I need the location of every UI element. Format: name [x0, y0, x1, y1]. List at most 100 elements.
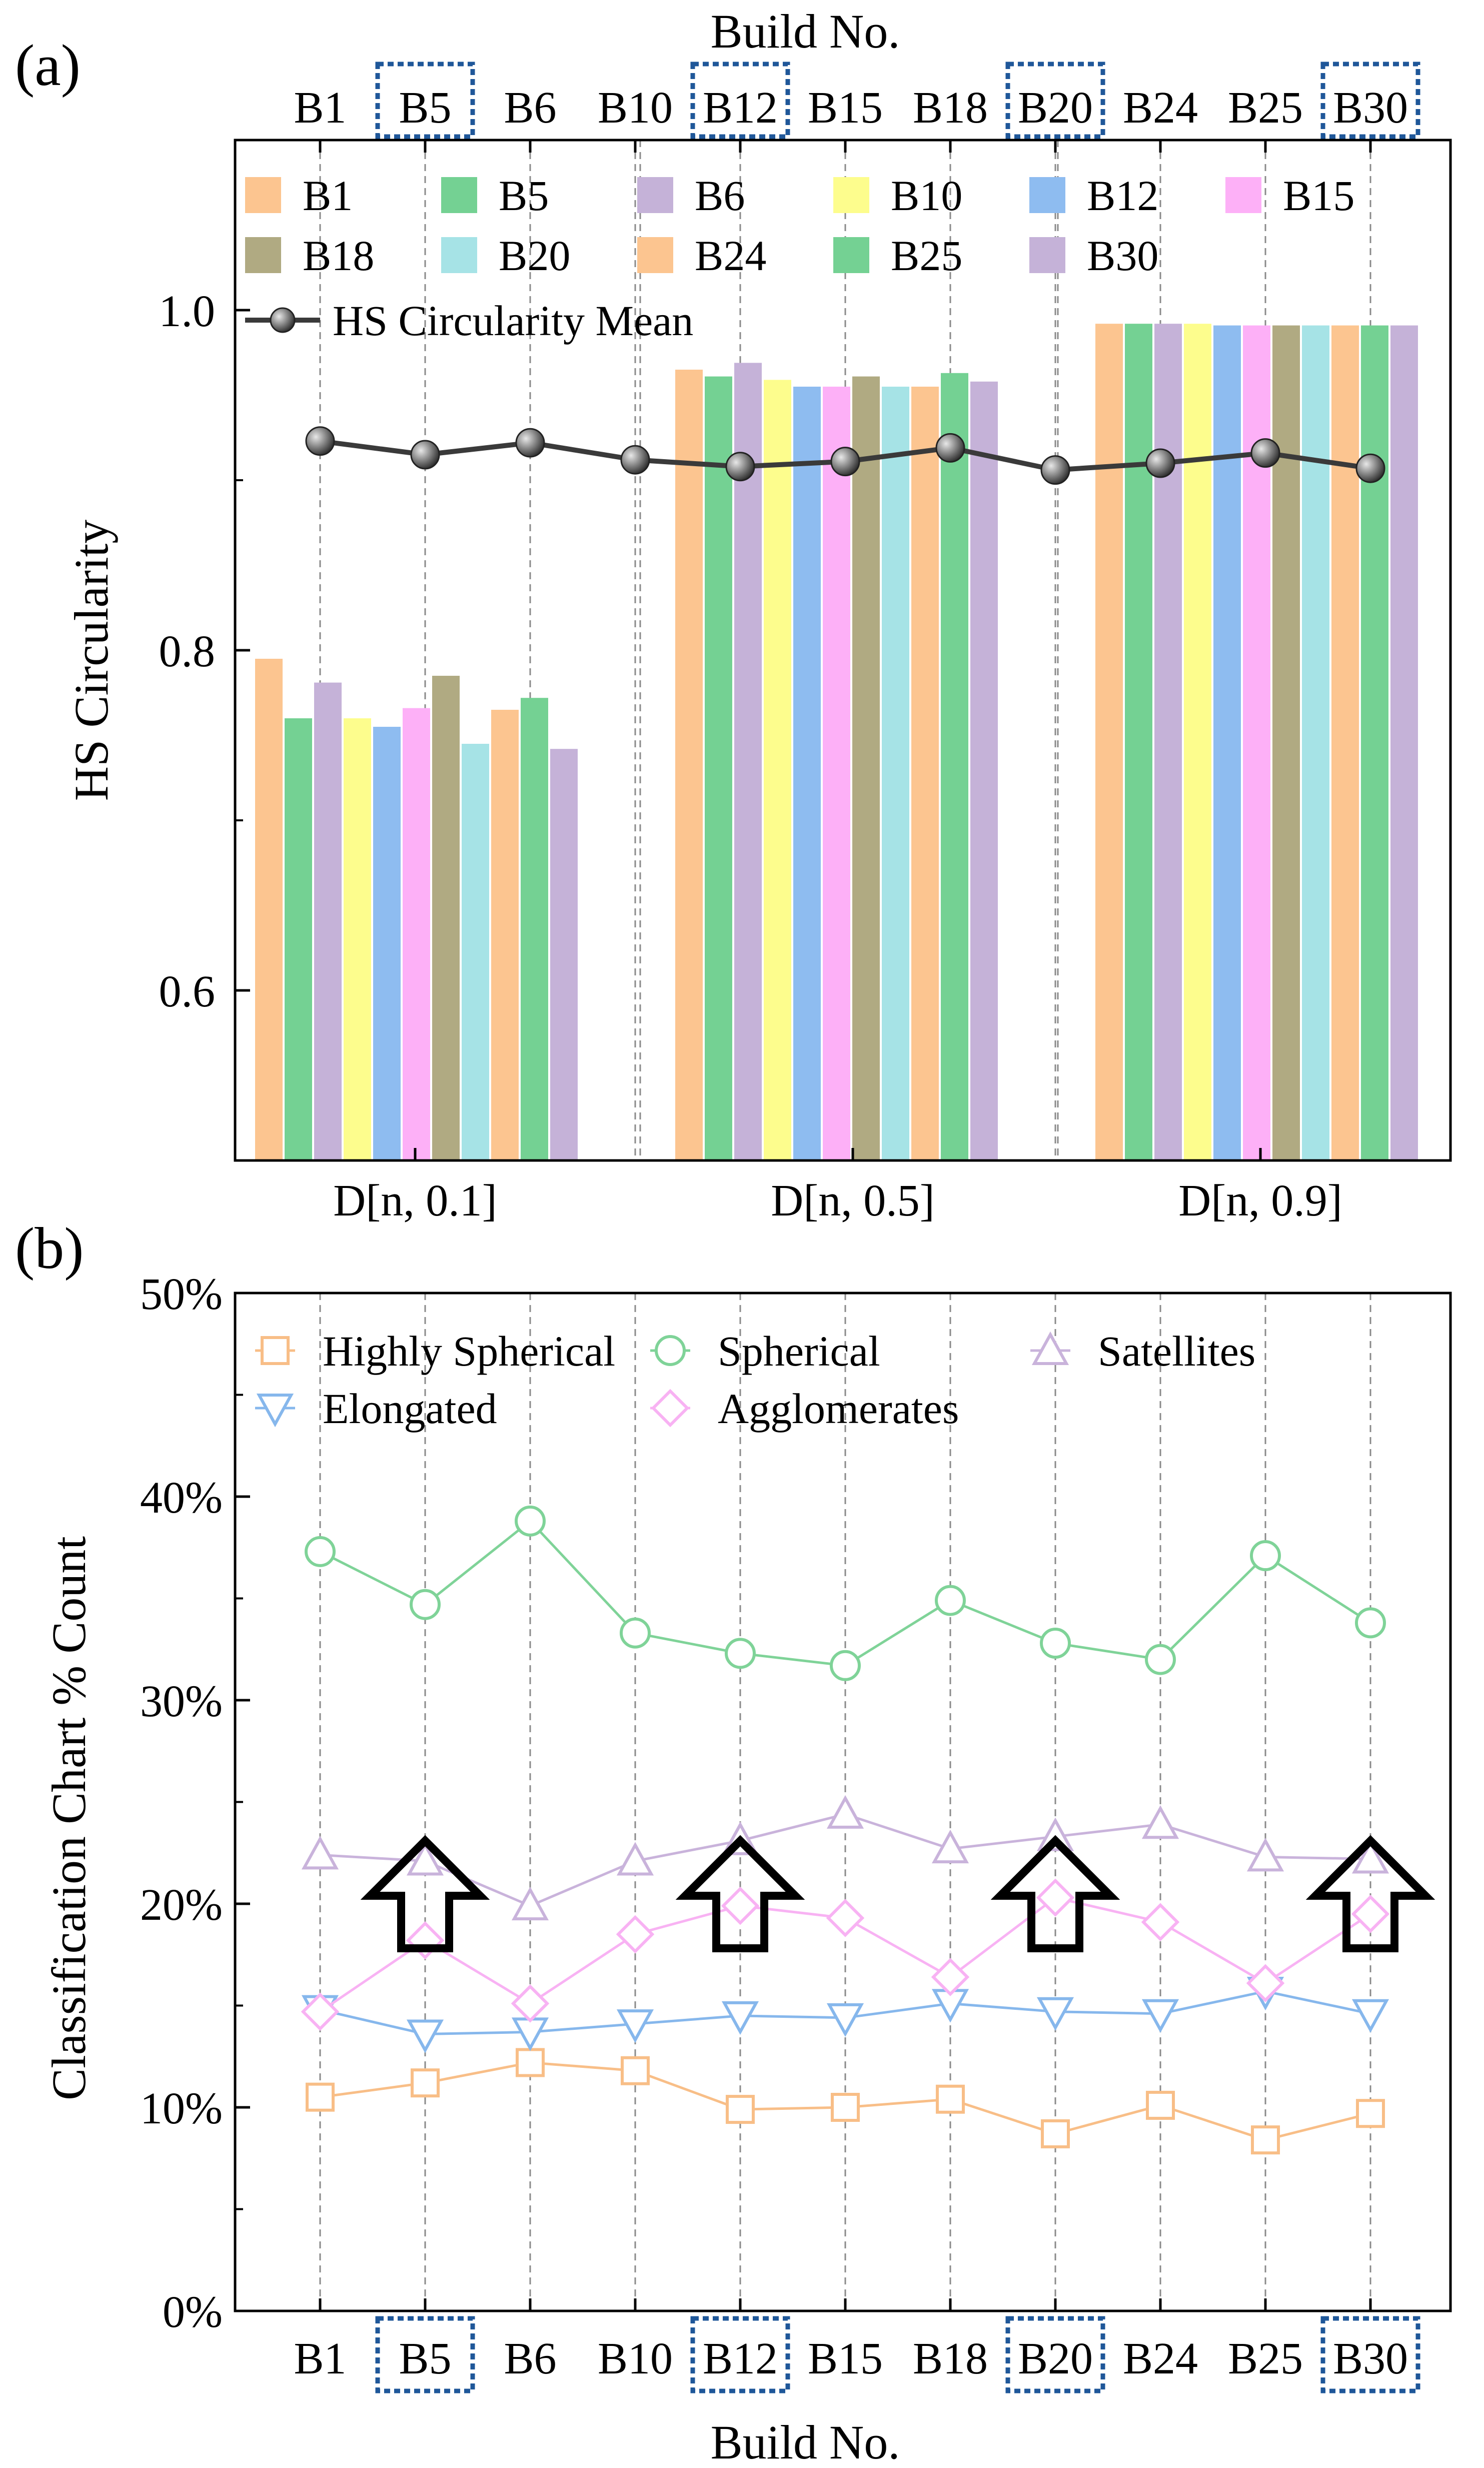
point-satellites-b15	[826, 1795, 864, 1829]
bar-b12-d-n-0-1	[373, 727, 401, 1160]
y-tick-label-40: 40%	[140, 1473, 223, 1523]
bar-b15-d-n-0-1	[403, 708, 430, 1160]
bar-b10-d-n-0-9	[1184, 324, 1211, 1161]
highlight-box-bottom-b5	[375, 2316, 475, 2393]
bar-b5-d-n-0-9	[1125, 324, 1152, 1161]
point-satellites-b24	[1141, 1805, 1179, 1839]
highlight-box-bottom-b12	[690, 2316, 790, 2393]
legend-swatch-b30	[1029, 237, 1065, 273]
point-elongated-b5	[406, 2019, 444, 2053]
panel-b-series	[301, 1505, 1390, 2155]
x-tick-label-b18: B18	[913, 2334, 988, 2383]
panel-b-legend: Highly Spherical Spherical Satellites Elong…	[255, 1327, 1255, 1433]
mean-point-b6	[515, 428, 545, 458]
bar-b1-d-n-0-1	[255, 659, 283, 1160]
top-tick-label-b18: B18	[913, 83, 988, 133]
top-tick-label-b5: B5	[399, 83, 451, 133]
bar-b20-d-n-0-9	[1302, 325, 1329, 1160]
point-agglomerates-b15	[826, 1899, 865, 1937]
panel-b-y-ticks: 0% 10% 20% 30% 40% 50%	[140, 1270, 250, 2337]
legend-swatch-b18	[245, 237, 281, 273]
top-tick-label-b12: B12	[703, 83, 778, 133]
bar-b6-d-n-0-1	[314, 682, 342, 1160]
bar-b24-d-n-0-9	[1331, 325, 1359, 1160]
panel-a-mean-line	[305, 426, 1385, 485]
point-elongated-b24	[1141, 1999, 1179, 2033]
point-satellites-b10	[616, 1842, 654, 1876]
highlight-box-top-b20	[1005, 62, 1105, 139]
legend-label-mean: HS Circularity Mean	[333, 297, 693, 345]
top-tick-label-b20: B20	[1018, 83, 1093, 133]
bar-b30-d-n-0-9	[1390, 325, 1418, 1160]
bar-b30-d-n-0-1	[550, 749, 578, 1160]
mean-point-b12	[725, 452, 755, 482]
point-highly-spherical-b20	[1041, 2119, 1070, 2148]
panel-a-chart: (a) Build No. HS Circularity B1 B5 B6 B10 B1…	[15, 5, 1452, 1225]
mean-point-b15	[830, 447, 860, 477]
y-tick-label-20: 20%	[140, 1880, 223, 1930]
point-spherical-b12	[725, 1638, 756, 1669]
panel-b-gridlines	[319, 1293, 1371, 2311]
bar-b20-d-n-0-5	[882, 387, 909, 1160]
legend-label-b25: B25	[891, 232, 962, 280]
point-elongated-b20	[1036, 1997, 1074, 2031]
bar-b24-d-n-0-5	[911, 387, 939, 1160]
x-tick-label-b24: B24	[1123, 2334, 1198, 2383]
point-agglomerates-b24	[1141, 1903, 1180, 1941]
y-tick-label-50: 50%	[140, 1270, 223, 1319]
panel-a-y-axis-title: HS Circularity	[65, 520, 118, 801]
point-satellites-b18	[931, 1829, 969, 1864]
legend-swatch-b1	[245, 177, 281, 213]
y-tick-label-0-6: 0.6	[159, 967, 216, 1016]
legend-label-b20: B20	[499, 232, 570, 280]
panel-a-y-ticks: 0.6 0.8 1.0	[159, 287, 250, 1161]
up-arrow-b30	[1305, 1835, 1435, 1952]
point-highly-spherical-b10	[621, 2056, 650, 2085]
panel-b-chart: (b) Build No. Classification Chart % Cou…	[15, 1215, 1452, 2468]
bar-b18-d-n-0-9	[1272, 325, 1300, 1160]
highlight-box-bottom-b30	[1320, 2316, 1420, 2393]
bar-b10-d-n-0-5	[764, 380, 791, 1160]
legend-marker-satellites	[1031, 1331, 1069, 1365]
x-tick-label-d-n-0-9: D[n, 0.9]	[1178, 1176, 1342, 1225]
legend-label-spherical: Spherical	[718, 1327, 880, 1375]
y-tick-label-1-0: 1.0	[159, 287, 216, 336]
top-tick-label-b15: B15	[808, 83, 883, 133]
up-arrow-b20	[990, 1835, 1120, 1952]
point-agglomerates-b10	[616, 1915, 655, 1954]
point-elongated-b10	[616, 2009, 654, 2043]
panel-a-x-ticks: D[n, 0.1] D[n, 0.5] D[n, 0.9]	[333, 1148, 1342, 1225]
legend-label-b18: B18	[303, 232, 374, 280]
top-tick-label-b24: B24	[1123, 83, 1198, 133]
top-tick-label-b30: B30	[1333, 83, 1408, 133]
legend-label-b5: B5	[499, 172, 549, 220]
series-highly-spherical	[306, 2048, 1385, 2155]
legend-marker-highly-spherical	[261, 1336, 290, 1365]
legend-label-satellites: Satellites	[1098, 1327, 1255, 1375]
legend-label-b15: B15	[1283, 172, 1354, 220]
legend-label-b24: B24	[695, 232, 766, 280]
series-spherical	[305, 1505, 1386, 1681]
legend-label-agglomerates: Agglomerates	[718, 1385, 959, 1433]
mean-point-b24	[1145, 448, 1175, 478]
legend-label-highly-spherical: Highly Spherical	[323, 1327, 615, 1375]
point-elongated-b15	[826, 2003, 864, 2037]
point-elongated-b12	[721, 2001, 759, 2035]
point-satellites-b6	[511, 1886, 549, 1921]
x-tick-label-b1: B1	[294, 2334, 346, 2383]
up-arrow-b12	[675, 1835, 805, 1952]
y-tick-label-0: 0%	[163, 2287, 223, 2337]
x-tick-label-b15: B15	[808, 2334, 883, 2383]
bar-b6-d-n-0-5	[734, 363, 762, 1160]
point-spherical-b20	[1040, 1628, 1071, 1659]
legend-marker-agglomerates	[651, 1389, 690, 1428]
bar-b15-d-n-0-5	[823, 387, 850, 1160]
series-satellites	[301, 1795, 1389, 1921]
top-tick-label-b10: B10	[598, 83, 673, 133]
point-highly-spherical-b24	[1146, 2090, 1175, 2120]
panel-b-x-ticks: B1 B5 B6 B10 B12 B15 B18 B20 B24 B25 B30	[294, 2298, 1420, 2393]
point-elongated-b30	[1351, 1999, 1389, 2033]
point-satellites-b25	[1246, 1838, 1284, 1872]
panel-a-top-axis-title: Build No.	[711, 5, 900, 58]
point-spherical-b1	[305, 1536, 336, 1567]
